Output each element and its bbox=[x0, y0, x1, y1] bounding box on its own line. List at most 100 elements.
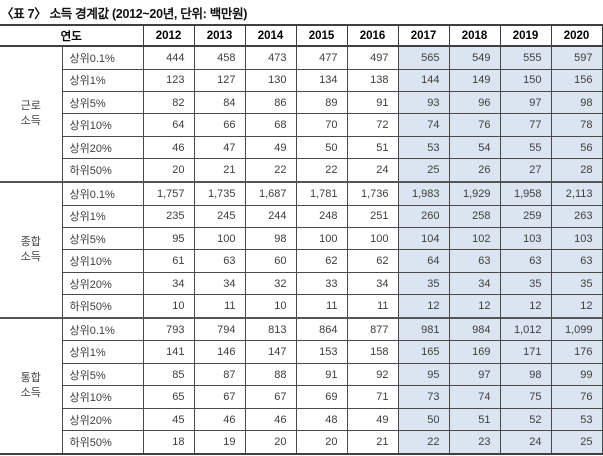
group-label-line: 종합 bbox=[20, 236, 41, 249]
value-cell: 134 bbox=[295, 68, 348, 93]
value-cell: 165 bbox=[397, 340, 450, 364]
value-cell: 21 bbox=[193, 158, 246, 183]
value-cell: 100 bbox=[346, 226, 399, 251]
group-label-line: 소득 bbox=[20, 250, 41, 263]
group-label-통합소득: 통합 소득 bbox=[0, 316, 63, 454]
year-header-2012: 2012 bbox=[143, 25, 195, 47]
value-cell: 51 bbox=[346, 135, 399, 160]
value-cell: 69 bbox=[295, 385, 348, 409]
value-cell: 97 bbox=[499, 91, 552, 115]
value-cell: 71 bbox=[346, 385, 399, 409]
value-cell: 33 bbox=[295, 271, 348, 296]
value-cell: 91 bbox=[346, 91, 399, 115]
value-cell: 95 bbox=[397, 362, 450, 387]
row-label: 상위5% bbox=[61, 226, 144, 251]
value-cell: 477 bbox=[295, 45, 348, 70]
value-cell: 76 bbox=[550, 385, 603, 409]
table-row: 종합 소득 상위0.1% 1,757 1,735 1,687 1,781 1,736 1,983… bbox=[0, 180, 603, 318]
value-cell: 18 bbox=[142, 430, 195, 455]
value-cell: 12 bbox=[397, 294, 450, 319]
table-row: 상위10% 65 67 67 69 71 73 74 75 76 bbox=[0, 385, 603, 409]
year-header-2020: 2020 bbox=[551, 25, 603, 47]
table-row: 하위50% 20 21 22 22 24 25 26 27 28 bbox=[0, 158, 603, 183]
table-row: 상위20% 45 46 46 48 49 50 51 52 53 bbox=[0, 407, 603, 432]
value-cell: 46 bbox=[244, 407, 297, 432]
value-cell: 11 bbox=[346, 294, 399, 319]
value-cell: 877 bbox=[346, 316, 399, 342]
value-cell: 20 bbox=[142, 158, 195, 183]
year-header-2015: 2015 bbox=[296, 25, 348, 47]
value-cell: 141 bbox=[142, 340, 195, 364]
value-cell: 97 bbox=[448, 362, 501, 387]
value-cell: 35 bbox=[550, 271, 603, 296]
row-label: 상위20% bbox=[61, 407, 144, 432]
value-cell: 235 bbox=[142, 204, 195, 228]
value-cell: 96 bbox=[448, 91, 501, 115]
value-cell: 130 bbox=[244, 68, 297, 93]
value-cell: 77 bbox=[499, 113, 552, 137]
table-row: 근로 소득 상위0.1% 444 458 473 477 497 565 549 555 597 bbox=[0, 45, 603, 182]
table-body: 근로 소득 상위0.1% 444 458 473 477 497 565 549 555 597 상위1… bbox=[0, 45, 603, 455]
value-cell: 1,099 bbox=[550, 316, 603, 342]
value-cell: 46 bbox=[193, 407, 246, 432]
value-cell: 19 bbox=[193, 430, 246, 455]
income-boundary-table: 연도 2012 2013 2014 2015 2016 2017 2018 2019 2020 … bbox=[0, 24, 603, 455]
row-label: 상위1% bbox=[61, 204, 144, 228]
value-cell: 98 bbox=[244, 226, 297, 251]
value-cell: 473 bbox=[244, 45, 297, 70]
value-cell: 2,113 bbox=[550, 180, 603, 206]
value-cell: 22 bbox=[397, 430, 450, 455]
value-cell: 35 bbox=[397, 271, 450, 296]
value-cell: 53 bbox=[550, 407, 603, 432]
value-cell: 458 bbox=[193, 45, 246, 70]
value-cell: 260 bbox=[397, 204, 450, 228]
value-cell: 49 bbox=[346, 407, 399, 432]
value-cell: 25 bbox=[550, 430, 603, 455]
value-cell: 35 bbox=[499, 271, 552, 296]
value-cell: 794 bbox=[193, 316, 246, 342]
value-cell: 63 bbox=[499, 249, 552, 273]
value-cell: 78 bbox=[550, 113, 603, 137]
value-cell: 67 bbox=[244, 385, 297, 409]
row-label: 상위0.1% bbox=[61, 45, 144, 70]
value-cell: 1,736 bbox=[346, 180, 399, 206]
value-cell: 22 bbox=[295, 158, 348, 183]
year-header-cell: 연도 bbox=[0, 25, 144, 47]
value-cell: 87 bbox=[193, 362, 246, 387]
value-cell: 11 bbox=[295, 294, 348, 319]
row-label: 하위50% bbox=[61, 294, 144, 319]
value-cell: 104 bbox=[397, 226, 450, 251]
value-cell: 12 bbox=[499, 294, 552, 319]
value-cell: 34 bbox=[346, 271, 399, 296]
row-label: 하위50% bbox=[61, 158, 144, 183]
value-cell: 20 bbox=[295, 430, 348, 455]
value-cell: 555 bbox=[499, 45, 552, 70]
value-cell: 103 bbox=[499, 226, 552, 251]
year-header-2019: 2019 bbox=[500, 25, 552, 47]
value-cell: 50 bbox=[295, 135, 348, 160]
value-cell: 149 bbox=[448, 68, 501, 93]
row-label: 상위0.1% bbox=[61, 316, 144, 342]
value-cell: 793 bbox=[142, 316, 195, 342]
value-cell: 12 bbox=[550, 294, 603, 319]
value-cell: 99 bbox=[550, 362, 603, 387]
value-cell: 1,983 bbox=[397, 180, 450, 206]
row-label: 상위20% bbox=[61, 135, 144, 160]
value-cell: 597 bbox=[550, 45, 603, 70]
value-cell: 48 bbox=[295, 407, 348, 432]
table-row: 상위20% 46 47 49 50 51 53 54 55 56 bbox=[0, 135, 603, 160]
group-label-근로소득: 근로 소득 bbox=[0, 46, 63, 182]
value-cell: 68 bbox=[244, 113, 297, 137]
value-cell: 32 bbox=[244, 271, 297, 296]
value-cell: 1,929 bbox=[448, 180, 501, 206]
group-label-line: 소득 bbox=[20, 114, 41, 127]
value-cell: 88 bbox=[244, 362, 297, 387]
year-header-2014: 2014 bbox=[245, 25, 297, 47]
value-cell: 28 bbox=[550, 158, 603, 183]
value-cell: 102 bbox=[448, 226, 501, 251]
value-cell: 86 bbox=[244, 91, 297, 115]
value-cell: 62 bbox=[295, 249, 348, 273]
value-cell: 103 bbox=[550, 226, 603, 251]
table-caption: 〈표 7〉 소득 경계값 (2012~20년, 단위: 백만원) bbox=[1, 7, 248, 21]
row-label: 상위1% bbox=[61, 340, 144, 364]
